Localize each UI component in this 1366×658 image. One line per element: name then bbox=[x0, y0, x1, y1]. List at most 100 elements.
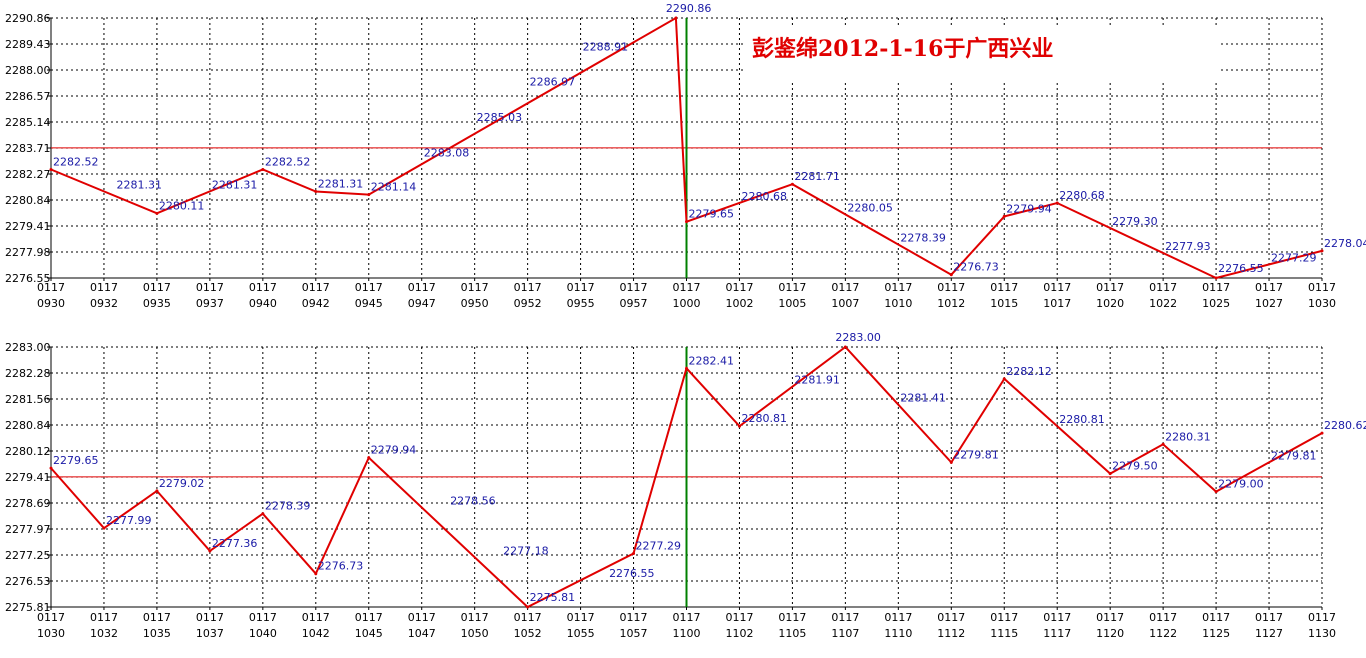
x-tick-label-time: 1000 bbox=[673, 297, 701, 310]
x-tick-label-date: 0117 bbox=[1202, 281, 1230, 294]
data-point bbox=[1320, 249, 1324, 253]
y-tick-label: 2278.69 bbox=[5, 497, 51, 510]
x-tick-label-time: 0942 bbox=[302, 297, 330, 310]
segment-label: 2279.30 bbox=[1112, 215, 1158, 228]
data-point bbox=[685, 220, 688, 224]
x-tick-label-date: 0117 bbox=[884, 281, 912, 294]
x-tick-label-time: 1015 bbox=[990, 297, 1018, 310]
x-tick-label-date: 0117 bbox=[37, 611, 65, 624]
x-tick-label-date: 0117 bbox=[355, 611, 383, 624]
data-label: 2283.00 bbox=[835, 331, 881, 344]
x-tick-label-date: 0117 bbox=[673, 611, 701, 624]
x-tick-label-time: 1115 bbox=[990, 627, 1018, 640]
data-label: 2279.65 bbox=[689, 208, 735, 221]
x-tick-label-date: 0117 bbox=[725, 281, 753, 294]
x-tick-label-time: 1005 bbox=[778, 297, 806, 310]
segment-label: 2277.29 bbox=[1271, 252, 1317, 265]
segment-label: 2277.18 bbox=[503, 544, 549, 557]
x-tick-label-time: 1007 bbox=[831, 297, 859, 310]
x-tick-label-date: 0117 bbox=[249, 611, 277, 624]
x-tick-label-time: 0930 bbox=[37, 297, 65, 310]
x-tick-label-time: 1127 bbox=[1255, 627, 1283, 640]
x-tick-label-date: 0117 bbox=[620, 611, 648, 624]
segment-label: 2280.68 bbox=[741, 190, 787, 203]
x-tick-label-time: 0937 bbox=[196, 297, 224, 310]
x-tick-label-date: 0117 bbox=[990, 281, 1018, 294]
segment-label: 2280.81 bbox=[1059, 413, 1105, 426]
x-tick-label-date: 0117 bbox=[673, 281, 701, 294]
data-label: 2290.86 bbox=[666, 2, 712, 15]
data-point bbox=[49, 466, 53, 470]
title-background bbox=[744, 28, 1218, 82]
y-tick-label: 2277.98 bbox=[5, 246, 51, 259]
data-label: 2280.68 bbox=[1059, 189, 1105, 202]
x-tick-label-time: 1105 bbox=[778, 627, 806, 640]
data-point bbox=[155, 489, 159, 493]
x-tick-label-date: 0117 bbox=[302, 611, 330, 624]
y-tick-label: 2281.56 bbox=[5, 393, 51, 406]
data-point bbox=[261, 512, 265, 516]
data-label: 2280.62 bbox=[1324, 419, 1366, 432]
y-tick-label: 2282.27 bbox=[5, 168, 51, 181]
x-tick-label-time: 1002 bbox=[725, 297, 753, 310]
x-tick-label-date: 0117 bbox=[937, 281, 965, 294]
x-tick-label-time: 0957 bbox=[620, 297, 648, 310]
x-tick-label-time: 1052 bbox=[514, 627, 542, 640]
x-tick-label-date: 0117 bbox=[461, 611, 489, 624]
x-tick-label-time: 0950 bbox=[461, 297, 489, 310]
data-point bbox=[737, 424, 741, 428]
data-point bbox=[526, 605, 530, 609]
x-tick-label-time: 1022 bbox=[1149, 297, 1177, 310]
x-tick-label-time: 1030 bbox=[37, 627, 65, 640]
x-tick-label-date: 0117 bbox=[1202, 611, 1230, 624]
x-tick-label-time: 1107 bbox=[831, 627, 859, 640]
x-tick-label-date: 0117 bbox=[1149, 611, 1177, 624]
y-tick-label: 2275.81 bbox=[5, 601, 51, 614]
x-tick-label-date: 0117 bbox=[143, 611, 171, 624]
segment-label: 2281.31 bbox=[212, 179, 258, 192]
x-tick-label-date: 0117 bbox=[408, 611, 436, 624]
data-label: 2275.81 bbox=[530, 591, 576, 604]
x-tick-label-date: 0117 bbox=[196, 611, 224, 624]
data-point bbox=[1108, 472, 1112, 476]
x-tick-label-date: 0117 bbox=[725, 611, 753, 624]
data-label: 2277.36 bbox=[212, 537, 258, 550]
data-label: 2281.71 bbox=[794, 170, 840, 183]
x-tick-label-date: 0117 bbox=[1255, 611, 1283, 624]
x-tick-label-time: 1035 bbox=[143, 627, 171, 640]
y-tick-label: 2279.41 bbox=[5, 471, 51, 484]
x-tick-label-date: 0117 bbox=[196, 281, 224, 294]
data-label: 2279.94 bbox=[1006, 202, 1052, 215]
chart-panel-bottom: 2283.002282.282281.562280.842280.122279.… bbox=[5, 331, 1366, 640]
x-tick-label-date: 0117 bbox=[249, 281, 277, 294]
y-tick-label: 2286.57 bbox=[5, 90, 51, 103]
data-point bbox=[102, 526, 106, 530]
x-tick-label-date: 0117 bbox=[620, 281, 648, 294]
x-tick-label-time: 1047 bbox=[408, 627, 436, 640]
x-tick-label-time: 0952 bbox=[514, 297, 542, 310]
data-label: 2282.12 bbox=[1006, 365, 1052, 378]
x-tick-label-time: 0940 bbox=[249, 297, 277, 310]
data-point bbox=[367, 456, 371, 460]
x-tick-label-time: 0945 bbox=[355, 297, 383, 310]
x-tick-label-date: 0117 bbox=[1096, 281, 1124, 294]
segment-label: 2278.56 bbox=[450, 495, 496, 508]
segment-label: 2285.03 bbox=[477, 111, 522, 124]
x-tick-label-time: 0935 bbox=[143, 297, 171, 310]
data-label: 2282.41 bbox=[689, 354, 735, 367]
x-tick-label-time: 1027 bbox=[1255, 297, 1283, 310]
data-label: 2279.65 bbox=[53, 454, 99, 467]
x-tick-label-date: 0117 bbox=[831, 281, 859, 294]
x-tick-label-time: 1045 bbox=[355, 627, 383, 640]
data-label: 2279.94 bbox=[371, 444, 417, 457]
x-tick-label-date: 0117 bbox=[514, 611, 542, 624]
segment-label: 2279.81 bbox=[1271, 449, 1317, 462]
data-point bbox=[949, 460, 953, 464]
x-tick-label-date: 0117 bbox=[143, 281, 171, 294]
segment-label: 2280.05 bbox=[847, 201, 893, 214]
data-point bbox=[790, 182, 794, 186]
x-tick-label-time: 1117 bbox=[1043, 627, 1071, 640]
x-tick-label-time: 0955 bbox=[567, 297, 595, 310]
segment-label: 2286.97 bbox=[530, 76, 576, 89]
x-tick-label-time: 1025 bbox=[1202, 297, 1230, 310]
